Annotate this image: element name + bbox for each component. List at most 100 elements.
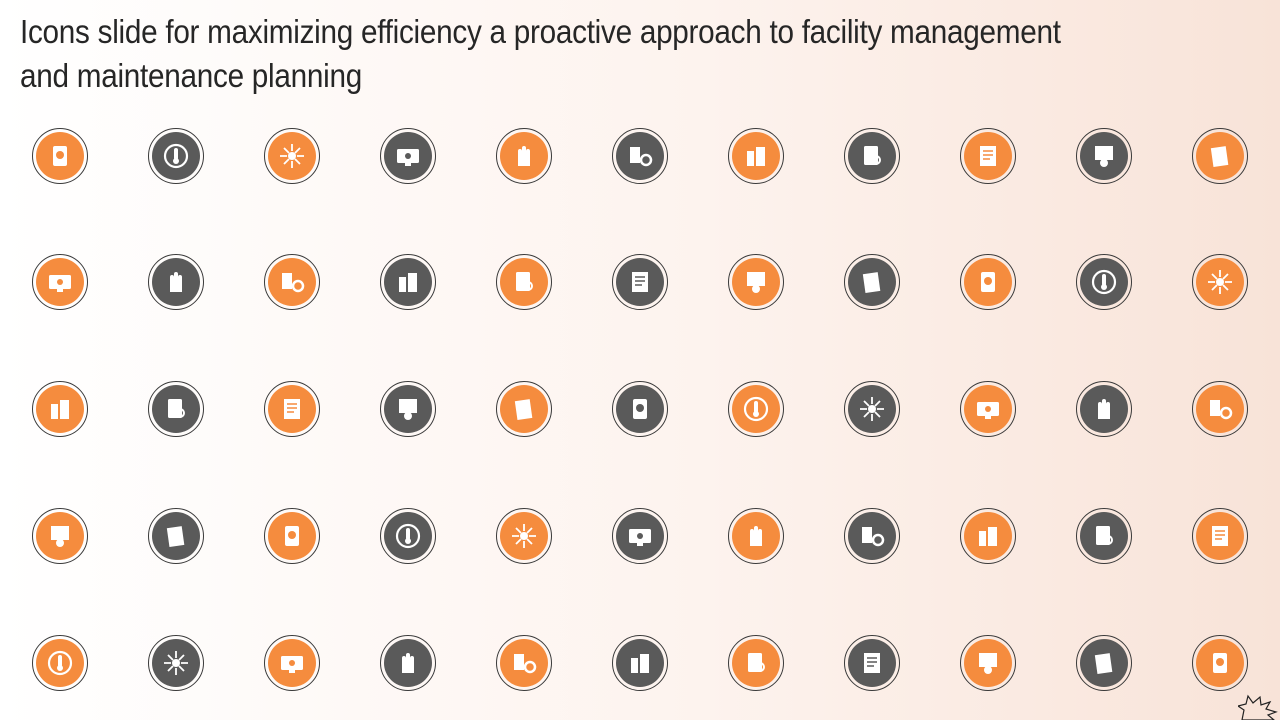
- icon-disc: [1196, 512, 1244, 560]
- monitor-inspection-icon: [380, 254, 436, 310]
- light-bulb-icon: [32, 254, 88, 310]
- plant-shield-icon: [380, 508, 436, 564]
- icon-disc: [1080, 385, 1128, 433]
- boiler-icon: [32, 128, 88, 184]
- tools-chart-icon: [1076, 254, 1132, 310]
- icon-disc: [848, 385, 896, 433]
- icon-disc: [616, 132, 664, 180]
- icon-disc: [152, 385, 200, 433]
- mind-gear-icon: [1076, 635, 1132, 691]
- water-drop-icon: [32, 508, 88, 564]
- idea-search-icon: [264, 381, 320, 437]
- shield-document-icon: [1192, 128, 1248, 184]
- toilet-icon: [496, 254, 552, 310]
- icon-disc: [500, 385, 548, 433]
- icon-disc: [1080, 258, 1128, 306]
- icon-disc: [616, 639, 664, 687]
- calculator-dollar-icon: [380, 381, 436, 437]
- workflow-path-icon: [960, 635, 1016, 691]
- icon-disc: [848, 132, 896, 180]
- icon-disc: [268, 258, 316, 306]
- form-list-icon: [1192, 508, 1248, 564]
- clipboard-search-icon: [844, 128, 900, 184]
- icon-disc: [732, 512, 780, 560]
- icon-disc: [36, 385, 84, 433]
- icon-disc: [848, 258, 896, 306]
- building-masks-icon: [1076, 508, 1132, 564]
- icon-disc: [732, 639, 780, 687]
- factory-crane-icon: [612, 254, 668, 310]
- icon-disc: [36, 639, 84, 687]
- molecule-icon: [496, 635, 552, 691]
- pest-control-icon: [844, 508, 900, 564]
- icon-disc: [36, 132, 84, 180]
- globe-stand-icon: [264, 635, 320, 691]
- icon-disc: [732, 258, 780, 306]
- icon-disc: [268, 512, 316, 560]
- floor-plan-icon: [496, 381, 552, 437]
- icon-disc: [152, 258, 200, 306]
- icon-disc: [152, 512, 200, 560]
- report-pen-icon: [844, 381, 900, 437]
- icon-disc: [1196, 385, 1244, 433]
- gear-refresh-icon: [1076, 381, 1132, 437]
- icon-disc: [732, 132, 780, 180]
- icon-disc: [964, 258, 1012, 306]
- report-search-icon: [1192, 381, 1248, 437]
- icon-disc: [152, 132, 200, 180]
- janitor-icon: [380, 635, 436, 691]
- icon-disc: [616, 512, 664, 560]
- network-icon: [264, 128, 320, 184]
- icon-disc: [616, 258, 664, 306]
- icon-disc: [964, 132, 1012, 180]
- icon-disc: [268, 132, 316, 180]
- icon-disc: [268, 385, 316, 433]
- slide-title: Icons slide for maximizing efficiency a …: [20, 13, 1061, 94]
- icon-disc: [1196, 639, 1244, 687]
- house-plus-icon: [1192, 635, 1248, 691]
- thermometer-icon: [148, 128, 204, 184]
- control-panel-icon: [612, 635, 668, 691]
- icon-disc: [964, 512, 1012, 560]
- cleaning-hand-icon: [496, 128, 552, 184]
- icon-disc: [1080, 132, 1128, 180]
- hand-energy-icon: [32, 381, 88, 437]
- document-scroll-icon: [960, 128, 1016, 184]
- icon-disc: [1196, 258, 1244, 306]
- gear-bolt-icon: [32, 635, 88, 691]
- checklist-document-icon: [1192, 254, 1248, 310]
- web-search-icon: [844, 254, 900, 310]
- ship-wheel-icon: [264, 254, 320, 310]
- icon-disc: [384, 385, 432, 433]
- icon-disc: [384, 639, 432, 687]
- icon-disc: [384, 512, 432, 560]
- icon-disc: [268, 639, 316, 687]
- icon-disc: [36, 258, 84, 306]
- gear-person-icon: [728, 381, 784, 437]
- icon-disc: [384, 132, 432, 180]
- icon-disc: [848, 639, 896, 687]
- icon-disc: [1196, 132, 1244, 180]
- blueprint-check-icon: [960, 254, 1016, 310]
- tools-cross-icon: [148, 635, 204, 691]
- icon-disc: [384, 258, 432, 306]
- building-gear-icon: [1076, 128, 1132, 184]
- clipboard-gear-icon: [148, 381, 204, 437]
- shield-bolt-icon: [612, 381, 668, 437]
- icon-disc: [848, 512, 896, 560]
- icon-disc: [36, 512, 84, 560]
- sparkle-burst-icon: [1238, 694, 1278, 720]
- eco-cycle-icon: [264, 508, 320, 564]
- window-frame-icon: [496, 508, 552, 564]
- icon-disc: [500, 132, 548, 180]
- machinery-gear-icon: [612, 128, 668, 184]
- icon-disc: [964, 639, 1012, 687]
- icon-disc: [500, 639, 548, 687]
- building-fire-icon: [728, 128, 784, 184]
- recycle-bin-icon: [728, 508, 784, 564]
- gear-eye-icon: [728, 254, 784, 310]
- web-api-icon: [148, 508, 204, 564]
- icon-disc: [1080, 512, 1128, 560]
- icon-disc: [1080, 639, 1128, 687]
